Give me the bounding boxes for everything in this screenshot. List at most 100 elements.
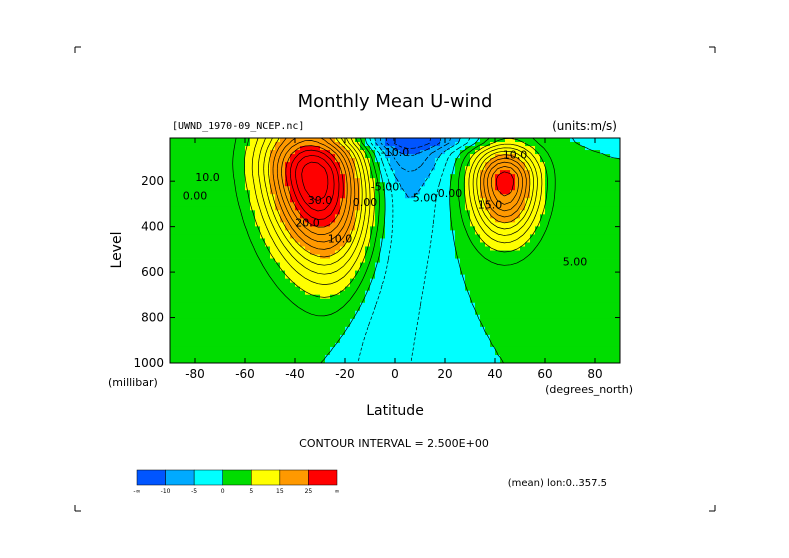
field-cell bbox=[335, 286, 341, 292]
field-cell bbox=[185, 206, 191, 211]
field-cell bbox=[525, 314, 531, 320]
field-cell bbox=[575, 146, 581, 151]
field-cell bbox=[560, 302, 566, 308]
field-cell bbox=[365, 182, 371, 187]
field-cell bbox=[610, 306, 616, 312]
field-cell bbox=[195, 214, 201, 219]
field-cell bbox=[440, 238, 446, 243]
field-cell bbox=[580, 218, 586, 223]
field-cell bbox=[190, 158, 196, 163]
field-cell bbox=[200, 242, 206, 247]
field-cell bbox=[480, 278, 486, 284]
field-cell bbox=[225, 238, 231, 243]
field-cell bbox=[330, 250, 336, 255]
field-cell bbox=[465, 242, 471, 247]
field-cell bbox=[295, 266, 301, 271]
field-cell bbox=[425, 274, 431, 280]
field-cell bbox=[580, 246, 586, 251]
field-cell bbox=[530, 298, 536, 304]
field-cell bbox=[420, 214, 426, 219]
field-cell bbox=[295, 210, 301, 215]
field-cell bbox=[460, 298, 466, 304]
field-cell bbox=[470, 274, 476, 280]
field-cell bbox=[450, 266, 456, 271]
field-cell bbox=[550, 354, 556, 360]
field-cell bbox=[230, 234, 236, 239]
field-cell bbox=[415, 170, 421, 175]
field-cell bbox=[320, 234, 326, 239]
field-cell bbox=[535, 342, 541, 348]
field-cell bbox=[290, 262, 296, 267]
field-cell bbox=[205, 222, 211, 227]
field-cell bbox=[195, 306, 201, 312]
field-cell bbox=[290, 330, 296, 336]
field-cell bbox=[410, 218, 416, 223]
field-cell bbox=[250, 330, 256, 336]
field-cell bbox=[505, 326, 511, 332]
field-cell bbox=[265, 346, 271, 352]
field-cell bbox=[290, 142, 296, 147]
field-cell bbox=[175, 246, 181, 251]
field-cell bbox=[505, 354, 511, 360]
field-cell bbox=[310, 282, 316, 288]
field-cell bbox=[250, 310, 256, 316]
field-cell bbox=[365, 190, 371, 195]
field-cell bbox=[270, 354, 276, 360]
field-cell bbox=[185, 230, 191, 235]
field-cell bbox=[455, 210, 461, 215]
field-cell bbox=[565, 206, 571, 211]
field-cell bbox=[565, 326, 571, 332]
field-cell bbox=[590, 334, 596, 340]
field-cell bbox=[330, 230, 336, 235]
field-cell bbox=[420, 258, 426, 263]
field-cell bbox=[170, 310, 176, 316]
field-cell bbox=[200, 258, 206, 263]
field-cell bbox=[250, 306, 256, 312]
field-cell bbox=[605, 306, 611, 312]
field-cell bbox=[485, 258, 491, 263]
field-cell bbox=[190, 194, 196, 199]
field-cell bbox=[360, 294, 366, 300]
field-cell bbox=[525, 230, 531, 235]
field-cell bbox=[540, 294, 546, 300]
field-cell bbox=[495, 234, 501, 239]
field-cell bbox=[200, 342, 206, 348]
field-cell bbox=[355, 222, 361, 227]
field-cell bbox=[525, 354, 531, 360]
field-cell bbox=[395, 338, 401, 344]
field-cell bbox=[355, 310, 361, 316]
field-cell bbox=[290, 210, 296, 215]
field-cell bbox=[195, 230, 201, 235]
field-cell bbox=[510, 182, 516, 187]
field-cell bbox=[565, 194, 571, 199]
field-cell bbox=[195, 146, 201, 151]
field-cell bbox=[585, 322, 591, 328]
field-cell bbox=[175, 302, 181, 308]
field-cell bbox=[515, 258, 521, 263]
field-cell bbox=[380, 186, 386, 191]
field-cell bbox=[395, 278, 401, 284]
field-cell bbox=[215, 334, 221, 340]
field-cell bbox=[425, 278, 431, 284]
field-cell bbox=[590, 138, 596, 143]
field-cell bbox=[420, 202, 426, 207]
field-cell bbox=[340, 306, 346, 312]
field-cell bbox=[390, 174, 396, 179]
field-cell bbox=[365, 162, 371, 167]
field-cell bbox=[460, 314, 466, 320]
field-cell bbox=[215, 230, 221, 235]
field-cell bbox=[175, 190, 181, 195]
field-cell bbox=[190, 274, 196, 280]
field-cell bbox=[230, 270, 236, 276]
field-cell bbox=[195, 350, 201, 356]
field-cell bbox=[560, 226, 566, 231]
field-cell bbox=[580, 194, 586, 199]
field-cell bbox=[365, 354, 371, 360]
field-cell bbox=[355, 166, 361, 171]
field-cell bbox=[605, 162, 611, 167]
field-cell bbox=[515, 170, 521, 175]
field-cell bbox=[510, 262, 516, 267]
field-cell bbox=[585, 230, 591, 235]
field-cell bbox=[605, 234, 611, 239]
field-cell bbox=[380, 330, 386, 336]
